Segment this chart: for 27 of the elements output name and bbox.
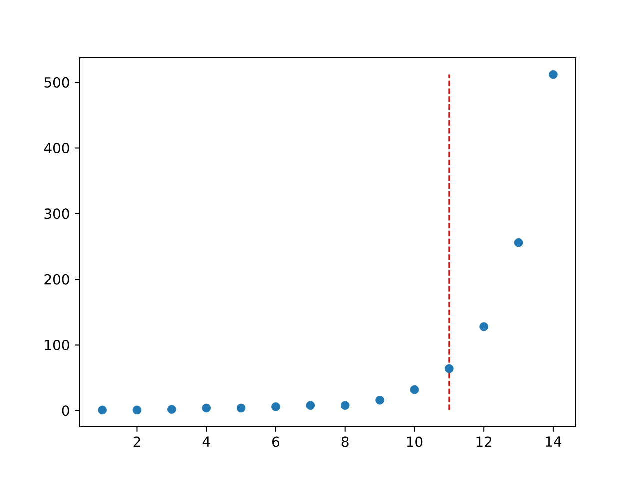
point: [445, 364, 454, 374]
point: [480, 322, 488, 332]
x-tick-label: 10: [407, 436, 423, 448]
y-tick-label: 200: [44, 274, 70, 285]
point: [410, 385, 420, 394]
point: [549, 70, 558, 80]
x-tick-label: 6: [272, 436, 280, 448]
point: [168, 405, 176, 414]
point: [202, 404, 212, 413]
y-tick-label: 300: [44, 208, 70, 220]
y-tick-label: 500: [44, 77, 70, 88]
point: [514, 238, 524, 248]
x-tick-label: 4: [202, 436, 210, 447]
x-tick-label: 2: [134, 436, 140, 448]
point: [236, 404, 246, 413]
y-tick-label: 0: [62, 406, 70, 416]
x-tick-label: 14: [546, 436, 562, 447]
point: [272, 402, 280, 412]
point: [98, 406, 107, 415]
point: [376, 396, 384, 405]
point: [132, 406, 142, 415]
point: [340, 401, 350, 410]
point: [306, 401, 316, 410]
x-tick-label: 8: [342, 436, 349, 448]
y-tick-label: 400: [44, 143, 70, 154]
y-tick-label: 100: [45, 340, 70, 350]
x-tick-label: 12: [476, 436, 492, 448]
